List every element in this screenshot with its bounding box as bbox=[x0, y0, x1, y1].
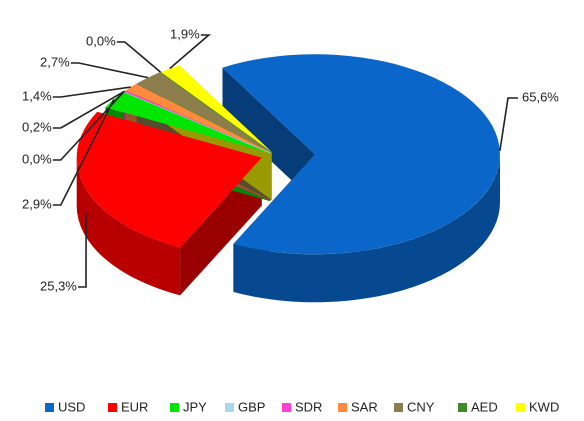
legend-swatch bbox=[170, 403, 179, 412]
leader-line bbox=[52, 99, 115, 206]
leader-line bbox=[116, 41, 162, 73]
leader-line bbox=[52, 86, 131, 98]
legend-label: AED bbox=[471, 399, 498, 414]
slice-wall bbox=[76, 157, 181, 296]
slice bbox=[76, 111, 262, 248]
leader-line bbox=[499, 97, 518, 151]
legend-label: GBP bbox=[238, 399, 265, 414]
slice bbox=[136, 72, 272, 153]
legend-label: USD bbox=[58, 399, 85, 414]
data-label: 2,7% bbox=[40, 54, 70, 69]
legend-swatch bbox=[45, 403, 54, 412]
data-label: 0,0% bbox=[22, 151, 52, 166]
legend-swatch bbox=[516, 403, 525, 412]
slice bbox=[222, 54, 500, 255]
legend-swatch bbox=[108, 403, 117, 412]
legend-label: JPY bbox=[183, 399, 207, 414]
leader-line bbox=[70, 62, 149, 79]
leader-line bbox=[78, 212, 87, 288]
slice bbox=[123, 90, 271, 153]
legend-swatch bbox=[225, 403, 234, 412]
leader-line bbox=[52, 90, 125, 129]
legend-swatch bbox=[282, 403, 291, 412]
data-label: 2,9% bbox=[22, 196, 52, 211]
data-label: 0,2% bbox=[22, 119, 52, 134]
legend-swatch bbox=[394, 403, 403, 412]
legend-label: CNY bbox=[407, 399, 435, 414]
slice-side bbox=[222, 67, 315, 203]
legend-swatch bbox=[338, 403, 347, 412]
data-label: 65,6% bbox=[522, 89, 559, 104]
legend-label: SDR bbox=[295, 399, 322, 414]
legend-label: EUR bbox=[121, 399, 148, 414]
data-label: 1,9% bbox=[170, 26, 200, 41]
leader-line bbox=[52, 91, 125, 161]
slice bbox=[160, 65, 272, 152]
slice-wall bbox=[233, 154, 501, 303]
slice bbox=[125, 83, 271, 153]
data-label: 25,3% bbox=[40, 278, 77, 293]
data-label: 0,0% bbox=[86, 33, 116, 48]
data-label: 1,4% bbox=[22, 88, 52, 103]
legend-label: SAR bbox=[351, 399, 378, 414]
slice bbox=[105, 91, 270, 154]
legend-swatch bbox=[458, 403, 467, 412]
leader-line bbox=[169, 34, 211, 70]
legend-label: KWD bbox=[529, 399, 559, 414]
